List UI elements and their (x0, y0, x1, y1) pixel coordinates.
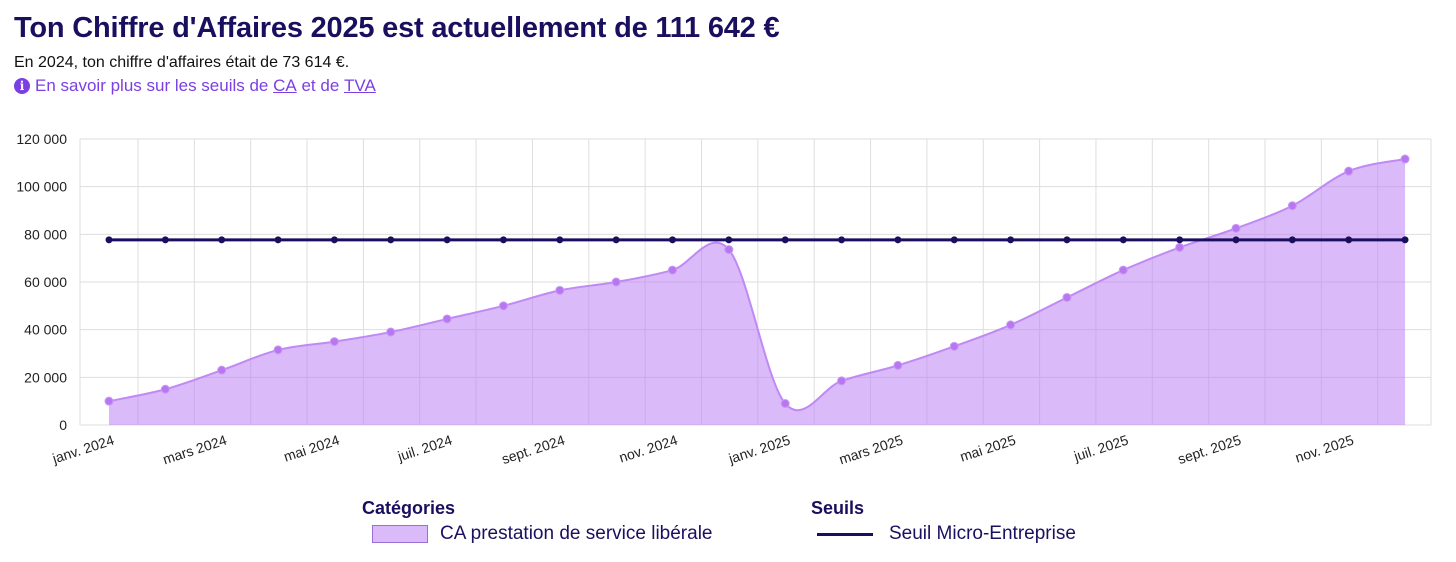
revenue-point (1287, 201, 1297, 211)
threshold-point (161, 236, 169, 244)
threshold-point (1288, 236, 1296, 244)
threshold-point (781, 236, 789, 244)
legend-threshold-swatch (817, 532, 873, 536)
revenue-point (1175, 242, 1185, 252)
legend-item-revenue[interactable]: CA prestation de service libérale (362, 523, 712, 545)
revenue-point (1118, 265, 1128, 275)
legend-categories: Catégories CA prestation de service libé… (362, 498, 712, 545)
x-tick-label: mai 2025 (958, 432, 1018, 465)
threshold-point (894, 236, 902, 244)
threshold-point (387, 236, 395, 244)
y-tick-label: 20 000 (24, 369, 67, 385)
threshold-point (218, 236, 226, 244)
legend-revenue-swatch (372, 525, 428, 543)
threshold-point (105, 236, 113, 244)
threshold-point (725, 236, 733, 244)
page-title: Ton Chiffre d'Affaires 2025 est actuelle… (14, 12, 780, 44)
threshold-point (330, 236, 338, 244)
revenue-point (442, 314, 452, 324)
x-tick-label: nov. 2025 (1293, 432, 1356, 466)
info-text-prefix: En savoir plus sur les seuils de (35, 76, 274, 95)
revenue-point (1006, 320, 1016, 330)
x-tick-label: juil. 2024 (395, 432, 454, 465)
threshold-point (612, 236, 620, 244)
legend-thresholds: Seuils Seuil Micro-Entreprise (811, 498, 1076, 545)
threshold-point (1007, 236, 1015, 244)
info-line: i En savoir plus sur les seuils de CA et… (14, 76, 376, 96)
x-tick-label: juil. 2025 (1071, 432, 1130, 465)
threshold-point (1119, 236, 1127, 244)
revenue-area-fill (109, 159, 1406, 425)
y-tick-label: 40 000 (24, 322, 67, 338)
revenue-point (724, 245, 734, 255)
x-tick-label: janv. 2024 (50, 432, 117, 467)
y-tick-label: 80 000 (24, 226, 67, 242)
ca-threshold-link[interactable]: CA (273, 76, 297, 95)
threshold-point (1401, 236, 1409, 244)
revenue-point (1344, 166, 1354, 176)
x-tick-label: mars 2025 (837, 432, 905, 468)
y-tick-label: 120 000 (16, 131, 67, 147)
threshold-point (669, 236, 676, 244)
legend-item-threshold[interactable]: Seuil Micro-Entreprise (811, 523, 1076, 545)
y-tick-label: 0 (59, 417, 67, 433)
threshold-point (1232, 236, 1240, 244)
revenue-point (217, 365, 227, 375)
revenue-point (1231, 223, 1241, 233)
x-tick-label: sept. 2025 (1176, 432, 1243, 467)
x-tick-label: nov. 2024 (617, 432, 680, 466)
legend-categories-title: Catégories (362, 498, 456, 518)
revenue-point (668, 265, 677, 275)
y-axis-ticks: 0 20 000 40 000 60 000 80 000 100 000 120 000 (16, 131, 67, 433)
revenue-point (160, 384, 170, 394)
threshold-point (1176, 236, 1184, 244)
x-tick-label: mai 2024 (282, 432, 342, 465)
threshold-point (499, 236, 507, 244)
x-tick-label: mars 2024 (161, 432, 229, 468)
revenue-point (949, 341, 959, 351)
revenue-point (386, 327, 396, 337)
threshold-point (838, 236, 846, 244)
x-axis-ticks: janv. 2024 mars 2024 mai 2024 juil. 2024 sep… (50, 432, 1356, 468)
legend-revenue-label: CA prestation de service libérale (440, 523, 713, 544)
revenue-area-series (104, 154, 1410, 425)
threshold-point (443, 236, 451, 244)
info-text-middle: et de (296, 76, 344, 95)
threshold-point (1063, 236, 1071, 244)
revenue-point (1062, 292, 1072, 302)
revenue-point (611, 277, 621, 287)
revenue-point (893, 360, 903, 370)
revenue-point (104, 396, 114, 406)
revenue-point (1400, 154, 1410, 164)
previous-year-revenue: En 2024, ton chiffre d'affaires était de… (14, 54, 350, 71)
revenue-point (329, 337, 339, 347)
y-tick-label: 60 000 (24, 274, 67, 290)
revenue-point (273, 345, 283, 355)
revenue-point (780, 399, 790, 409)
x-tick-label: sept. 2024 (500, 432, 567, 467)
threshold-point (274, 236, 282, 244)
legend-threshold-label: Seuil Micro-Entreprise (889, 523, 1076, 544)
threshold-line-series (105, 236, 1409, 244)
tva-threshold-link[interactable]: TVA (344, 76, 376, 95)
info-icon: i (14, 78, 30, 94)
revenue-point (837, 376, 847, 386)
x-tick-label: janv. 2025 (726, 432, 793, 467)
revenue-point (498, 301, 508, 311)
y-tick-label: 100 000 (16, 179, 67, 195)
revenue-point (555, 285, 565, 295)
legend-thresholds-title: Seuils (811, 498, 865, 518)
threshold-point (556, 236, 564, 244)
threshold-point (1345, 236, 1353, 244)
threshold-point (950, 236, 958, 244)
